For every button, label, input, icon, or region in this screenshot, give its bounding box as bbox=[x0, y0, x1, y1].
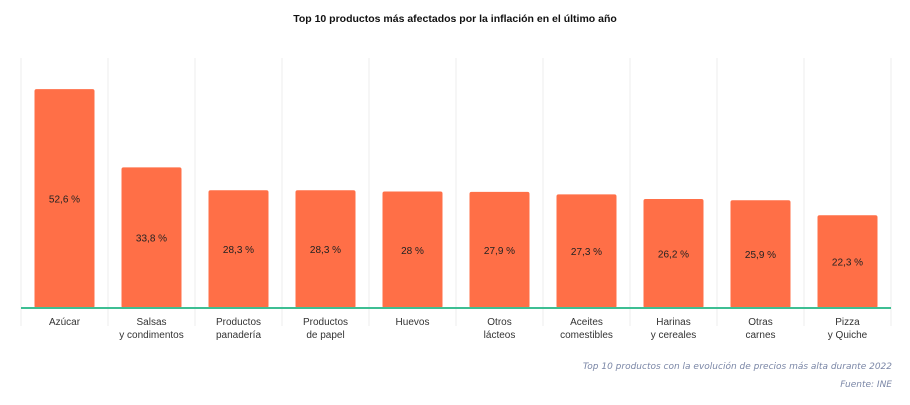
category-label: Productos bbox=[303, 317, 348, 328]
value-label: 26,2 % bbox=[658, 250, 689, 261]
category-label: y cereales bbox=[651, 330, 697, 341]
gridlines bbox=[20, 58, 892, 326]
bar[interactable] bbox=[643, 199, 704, 308]
value-label: 52,6 % bbox=[49, 195, 80, 206]
bar[interactable] bbox=[730, 200, 791, 308]
category-label: Azúcar bbox=[49, 317, 81, 328]
value-label: 22,3 % bbox=[832, 258, 863, 269]
category-label: de papel bbox=[306, 330, 344, 341]
category-label: y condimentos bbox=[119, 330, 183, 341]
bar[interactable] bbox=[121, 167, 182, 308]
category-label: y Quiche bbox=[828, 330, 868, 341]
category-label: Salsas bbox=[136, 317, 166, 328]
bar[interactable] bbox=[469, 191, 530, 308]
source-caption: Fuente: INE bbox=[840, 380, 892, 390]
value-label: 28,3 % bbox=[310, 245, 341, 256]
category-label: panadería bbox=[216, 330, 261, 341]
value-labels: 52,6 % 33,8 % 28,3 % 28,3 % 28 % 27,9 % 27,3 %… bbox=[49, 195, 863, 269]
bars bbox=[34, 89, 878, 309]
category-labels: Azúcar Salsas y condimentos Productos panade… bbox=[49, 317, 868, 341]
category-label: carnes bbox=[745, 330, 775, 341]
bar[interactable] bbox=[382, 191, 443, 308]
value-label: 27,9 % bbox=[484, 246, 515, 257]
bar[interactable] bbox=[817, 215, 878, 308]
chart-subtitle-caption: Top 10 productos con la evolución de pre… bbox=[582, 362, 892, 372]
category-label: lácteos bbox=[484, 330, 516, 341]
value-label: 33,8 % bbox=[136, 234, 167, 245]
category-label: Otras bbox=[748, 317, 772, 328]
category-label: Huevos bbox=[396, 317, 430, 328]
category-label: Harinas bbox=[656, 317, 690, 328]
value-label: 25,9 % bbox=[745, 250, 776, 261]
value-label: 28,3 % bbox=[223, 245, 254, 256]
category-label: Productos bbox=[216, 317, 261, 328]
category-label: Pizza bbox=[835, 317, 860, 328]
bar[interactable] bbox=[295, 190, 356, 308]
category-label: Otros bbox=[487, 317, 511, 328]
value-label: 28 % bbox=[401, 246, 424, 257]
bar[interactable] bbox=[556, 194, 617, 308]
chart-title: Top 10 productos más afectados por la in… bbox=[293, 13, 617, 25]
category-label: Aceites bbox=[570, 317, 603, 328]
bar[interactable] bbox=[208, 190, 269, 308]
category-label: comestibles bbox=[560, 330, 613, 341]
value-label: 27,3 % bbox=[571, 247, 602, 258]
bar[interactable] bbox=[34, 89, 95, 309]
